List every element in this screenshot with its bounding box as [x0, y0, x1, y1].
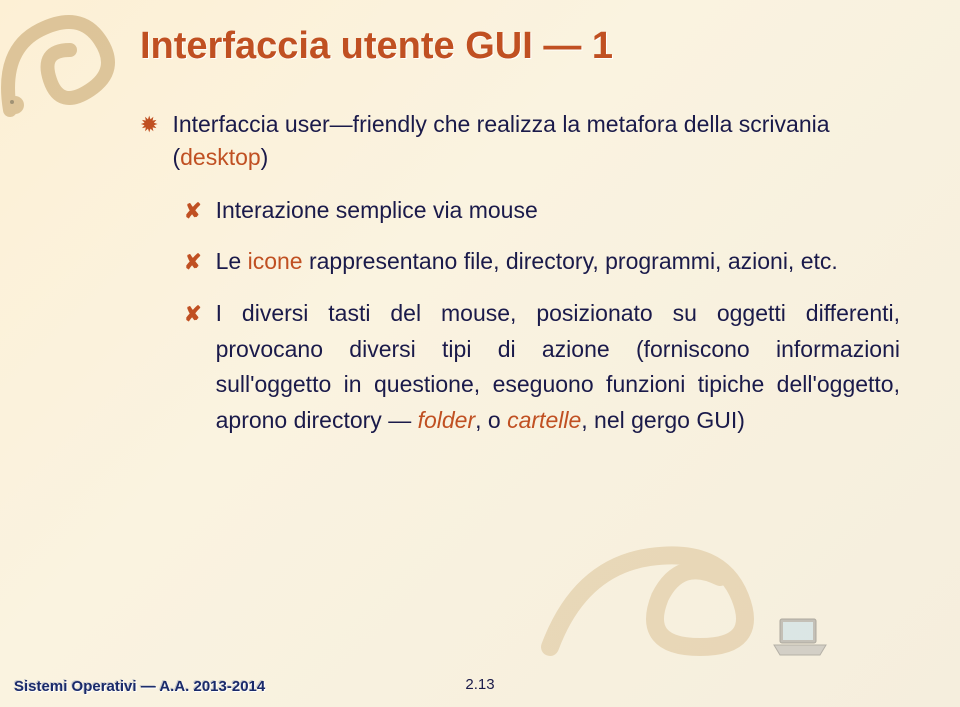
cross-icon: ✘: [184, 196, 202, 229]
page-number: 2.13: [465, 676, 494, 693]
text: Le: [216, 248, 248, 274]
text: , o: [475, 407, 507, 433]
main-bullet-text: Interfaccia user—friendly che realizza l…: [172, 108, 900, 175]
sub-text: Interazione semplice via mouse: [216, 193, 538, 229]
footer-text: Sistemi Operativi — A.A. 2013-2014: [14, 678, 265, 695]
sub-text: Le icone rappresentano file, directory, …: [216, 244, 838, 280]
sub-bullet: ✘ Interazione semplice via mouse: [184, 193, 900, 229]
highlight-italic: cartelle: [507, 407, 581, 433]
star-icon: ✹: [140, 112, 158, 138]
sub-bullet: ✘ I diversi tasti del mouse, posizionato…: [184, 296, 900, 439]
sub-bullet: ✘ Le icone rappresentano file, directory…: [184, 244, 900, 280]
laptop-icon: [770, 617, 830, 657]
cross-icon: ✘: [184, 299, 202, 332]
snake-decoration-bottom: [540, 487, 800, 667]
text: Interfaccia user—friendly che realizza l…: [172, 111, 829, 170]
cross-icon: ✘: [184, 247, 202, 280]
slide-content: Interfaccia utente GUI — 1 ✹ Interfaccia…: [0, 0, 960, 439]
highlight-italic: folder: [418, 407, 476, 433]
sub-text: I diversi tasti del mouse, posizionato s…: [216, 296, 900, 439]
sub-bullet-list: ✘ Interazione semplice via mouse ✘ Le ic…: [184, 193, 900, 439]
highlight: icone: [248, 248, 303, 274]
slide-title: Interfaccia utente GUI — 1: [140, 25, 900, 68]
text: rappresentano file, directory, programmi…: [303, 248, 838, 274]
highlight: desktop: [180, 144, 261, 170]
text: , nel gergo GUI): [581, 407, 745, 433]
text: ): [261, 144, 269, 170]
main-bullet: ✹ Interfaccia user—friendly che realizza…: [140, 108, 900, 175]
